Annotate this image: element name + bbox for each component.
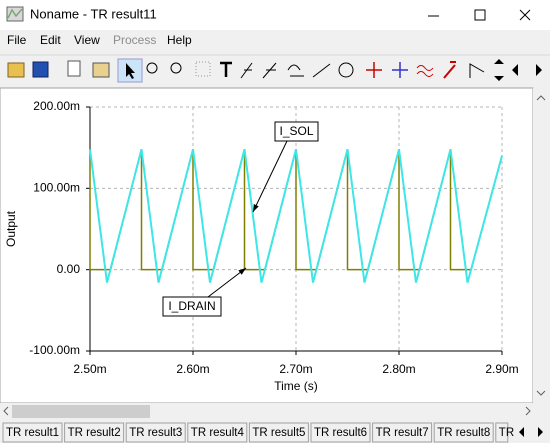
series-line bbox=[89, 149, 503, 283]
tab-bar: TR result1 TR result2 TR result3 TR result4… bbox=[2, 422, 514, 443]
y-tick-label: 200.00m bbox=[33, 99, 80, 113]
tool-button[interactable] bbox=[287, 64, 304, 77]
tool-button[interactable] bbox=[240, 62, 253, 79]
tab-label: TR result5 bbox=[252, 427, 305, 439]
zoom-box-button[interactable] bbox=[195, 61, 211, 77]
annotation-box bbox=[274, 121, 319, 142]
tab-label: TR result8 bbox=[437, 427, 490, 439]
tab[interactable] bbox=[248, 422, 309, 443]
toolbar bbox=[0, 54, 550, 83]
tab-label: TR result2 bbox=[68, 427, 121, 439]
annotation-label: I_DRAIN bbox=[168, 299, 215, 313]
wave-button[interactable] bbox=[416, 65, 434, 77]
tab[interactable] bbox=[2, 422, 63, 443]
menu-item[interactable]: File bbox=[7, 33, 27, 47]
close-button[interactable] bbox=[519, 9, 531, 21]
annotation-arrow bbox=[252, 140, 288, 213]
menu-item[interactable]: View bbox=[74, 33, 100, 47]
scroll-toolbar[interactable] bbox=[494, 59, 504, 81]
x-tick-label: 2.80m bbox=[382, 362, 415, 376]
tool-button[interactable] bbox=[469, 63, 485, 78]
y-tick-label: -100.00m bbox=[29, 343, 80, 357]
annotation-label: I_SOL bbox=[279, 124, 313, 138]
probe-button[interactable] bbox=[443, 61, 456, 79]
menu-item[interactable]: Process bbox=[113, 33, 156, 47]
x-tick-label: 2.90m bbox=[485, 362, 518, 376]
menu-item[interactable]: Help bbox=[167, 33, 192, 47]
save-button[interactable] bbox=[32, 61, 49, 78]
paste-button[interactable] bbox=[92, 62, 110, 78]
x-tick-label: 2.60m bbox=[176, 362, 209, 376]
x-tick-label: 2.70m bbox=[279, 362, 312, 376]
annotation-arrow bbox=[207, 267, 247, 298]
y-tick-label: 100.00m bbox=[33, 181, 80, 195]
circle-button[interactable] bbox=[338, 62, 354, 78]
tab-label: TR bbox=[499, 427, 514, 439]
line-button[interactable] bbox=[312, 63, 331, 78]
vertical-scrollbar[interactable] bbox=[533, 88, 550, 403]
tab-label: TR result7 bbox=[376, 427, 429, 439]
tab[interactable] bbox=[433, 422, 494, 443]
x-axis-label: Time (s) bbox=[274, 379, 318, 393]
tab[interactable] bbox=[187, 422, 248, 443]
scroll-toolbar[interactable] bbox=[512, 64, 542, 76]
zoom-in-button[interactable] bbox=[146, 62, 158, 74]
tab[interactable] bbox=[64, 422, 125, 443]
x-tick-label: 2.50m bbox=[73, 362, 106, 376]
tab-label: TR result4 bbox=[191, 427, 245, 439]
annotation-box bbox=[162, 296, 222, 317]
chart: -100.00m 0.00 100.00m 200.00m 2.50m 2.60m 2.70… bbox=[4, 99, 519, 393]
app-icon bbox=[6, 6, 24, 22]
tab[interactable] bbox=[495, 422, 509, 443]
horizontal-scrollbar[interactable] bbox=[0, 403, 550, 420]
open-button[interactable] bbox=[7, 62, 25, 78]
menu-bar: File Edit View Process Help bbox=[7, 33, 192, 47]
tab[interactable] bbox=[310, 422, 371, 443]
copy-button[interactable] bbox=[67, 60, 81, 77]
tab-scroll[interactable] bbox=[519, 427, 543, 437]
tab-label: TR result3 bbox=[129, 427, 182, 439]
cursor-a-button[interactable] bbox=[366, 62, 382, 78]
zoom-out-button[interactable] bbox=[170, 62, 182, 74]
window-title: Noname - TR result11 bbox=[30, 6, 157, 21]
maximize-button[interactable] bbox=[474, 9, 486, 21]
y-axis-label: Output bbox=[4, 210, 18, 247]
text-button[interactable] bbox=[220, 61, 232, 77]
menu-item[interactable]: Edit bbox=[40, 33, 61, 47]
annotation-arrowhead bbox=[253, 204, 259, 212]
select-icon bbox=[126, 63, 135, 79]
tab-label: TR result1 bbox=[6, 427, 59, 439]
annotation-arrowhead bbox=[238, 268, 246, 275]
y-tick-label: 0.00 bbox=[57, 262, 81, 276]
tab[interactable] bbox=[125, 422, 186, 443]
tab[interactable] bbox=[372, 422, 433, 443]
tool-button[interactable] bbox=[262, 62, 277, 79]
title-bar bbox=[0, 0, 550, 30]
tab-label: TR result6 bbox=[314, 427, 367, 439]
cursor-b-button[interactable] bbox=[392, 62, 408, 78]
